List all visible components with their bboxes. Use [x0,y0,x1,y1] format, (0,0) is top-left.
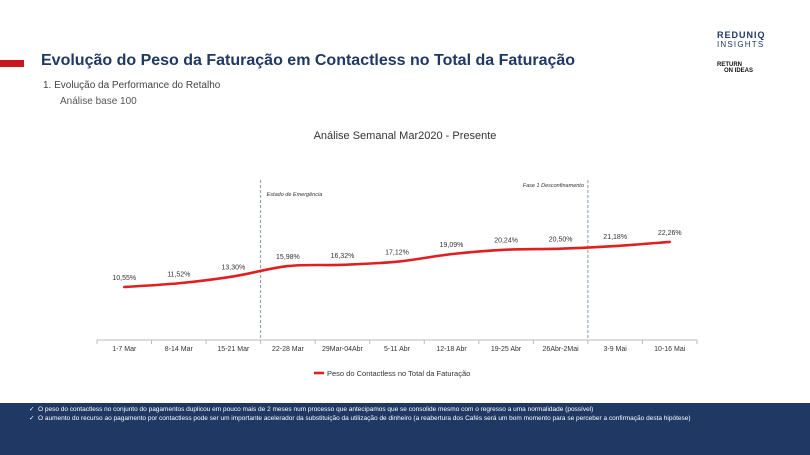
data-label: 17,12% [385,250,409,257]
logo-line-3: RETURN [717,62,742,68]
data-label: 13,30% [221,264,245,271]
footer-bullet-text: O aumento do recurso ao pagamento por co… [38,414,691,422]
data-label: 15,98% [276,254,300,261]
x-tick-label: 8-14 Mar [165,346,194,353]
page-title: Evolução do Peso da Faturação em Contact… [41,52,576,69]
data-point [450,253,453,255]
data-point [614,245,616,247]
phase-annotation: Fase 1 Desconfinamento [523,183,584,189]
x-tick-label: 26Abr-2Mai [543,346,580,353]
data-label: 16,32% [331,253,355,260]
x-tick-label: 29Mar-04Abr [322,346,364,353]
data-point [668,241,671,243]
chart-title: Análise Semanal Mar2020 - Presente [314,130,497,142]
x-tick-label: 12-18 Abr [436,346,467,353]
legend-label: Peso do Contactless no Total da Faturaçã… [327,369,470,378]
logo-line-1: REDUNIQ [717,30,766,40]
x-tick-label: 19-25 Abr [491,346,522,353]
footer-bullet: ✓ O peso do contactless no conjunto do pa… [29,406,796,415]
logo-line-2: INSIGHTS [717,40,765,49]
data-label: 22,26% [658,230,682,237]
data-point [396,260,398,263]
x-tick-label: 15-21 Mar [217,346,250,353]
analysis-base-note: Análise base 100 [60,96,137,107]
data-point [559,247,562,250]
data-label: 11,52% [167,271,190,278]
data-label: 21,18% [603,234,627,241]
data-point [341,263,344,266]
data-point [287,265,289,267]
checkmark-icon: ✓ [29,414,35,422]
footer-notes: ✓ O peso do contactless no conjunto do pa… [0,403,810,455]
x-tick-label: 1-7 Mar [112,346,137,353]
data-point [178,282,180,285]
data-point [232,275,235,278]
data-point [123,286,126,288]
reduniq-insights-logo: REDUNIQ INSIGHTS [717,30,775,50]
x-tick-label: 3-9 Mai [604,346,628,353]
checkmark-icon: ✓ [29,406,35,413]
x-tick-label: 5-11 Abr [384,346,411,353]
return-on-ideas-logo: RETURN ON IDEAS [717,62,775,74]
logo-line-4: ON IDEAS [724,68,754,74]
data-label: 19,09% [440,242,464,249]
data-label: 10,55% [112,275,136,282]
data-label: 20,24% [494,238,518,245]
footer-bullet-text: O peso do contactless no conjunto do pag… [38,406,594,413]
footer-bullet: ✓ O aumento do recurso ao pagamento por c… [29,414,796,424]
phase-annotation: Estado de Emergência [267,192,323,198]
contactless-line-chart: Análise Semanal Mar2020 - Presente 1-7 Ma… [96,130,698,378]
x-tick-label: 22-28 Mar [272,346,305,353]
data-label: 20,50% [549,237,573,244]
accent-bar [0,60,24,67]
data-point [505,248,507,251]
section-subtitle: 1. Evolução da Performance do Retalho [43,80,221,91]
x-tick-label: 10-16 Mai [654,346,686,353]
